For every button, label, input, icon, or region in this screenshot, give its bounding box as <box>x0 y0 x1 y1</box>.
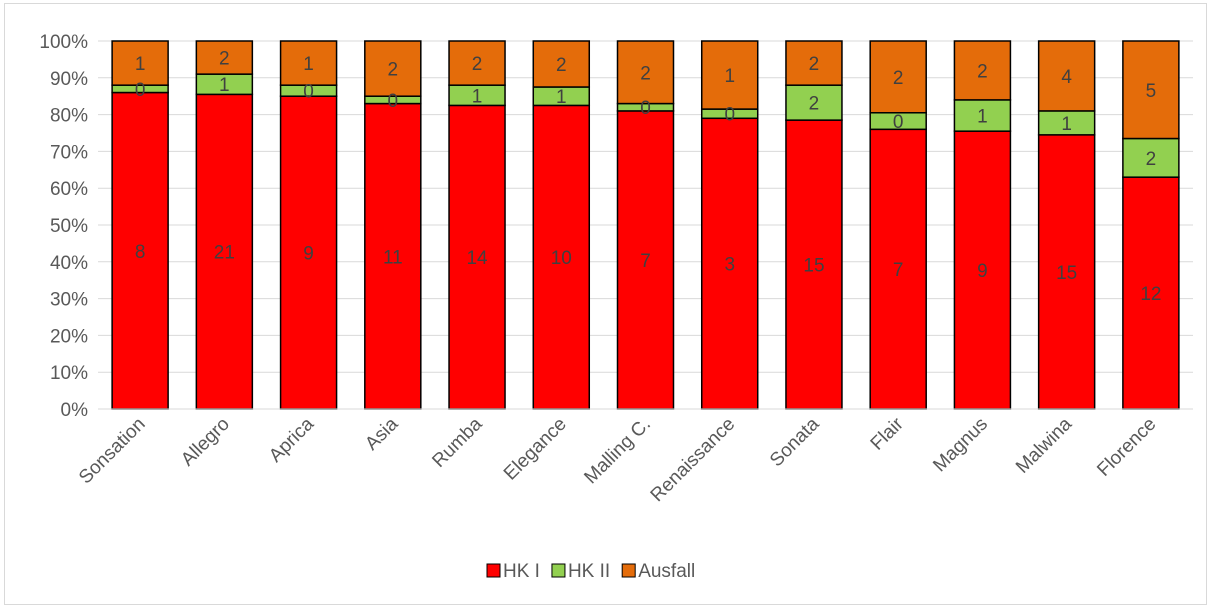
data-label: 1 <box>135 54 146 75</box>
category-label: Sonata <box>766 413 824 471</box>
y-tick-label: 10% <box>50 363 88 384</box>
data-label: 3 <box>724 255 735 276</box>
category-label: Aprica <box>265 413 318 466</box>
data-label: 2 <box>640 63 651 84</box>
category-label: Allegro <box>177 414 234 471</box>
data-label: 12 <box>1140 284 1161 305</box>
bar-segment-ausfall <box>1122 40 1180 140</box>
data-label: 0 <box>303 82 314 103</box>
data-label: 1 <box>303 54 314 75</box>
data-label: 4 <box>1061 67 1072 88</box>
y-tick-label: 90% <box>50 69 88 90</box>
bar-segment-ausfall <box>869 40 927 114</box>
data-label: 1 <box>977 107 988 128</box>
data-label: 0 <box>724 105 735 126</box>
bar-segment-ausfall <box>279 40 338 86</box>
data-label: 9 <box>977 261 988 282</box>
chart-area: 0% 10% 20% 30% 40% 50% 60% 70% 80% 90% 100% 8 0 1 21 1… <box>4 3 1207 605</box>
data-label: 2 <box>893 68 904 89</box>
data-label: 14 <box>466 248 488 269</box>
data-label: 2 <box>219 49 230 70</box>
data-label: 10 <box>551 248 572 269</box>
y-tick-label: 80% <box>50 106 88 127</box>
data-label: 0 <box>388 91 399 112</box>
bar-segment-hk-i <box>279 95 338 410</box>
data-label: 15 <box>803 256 824 277</box>
data-label: 2 <box>977 61 988 82</box>
data-label: 1 <box>472 86 483 107</box>
y-tick-label: 50% <box>50 216 88 237</box>
legend-swatch <box>621 563 636 578</box>
data-label: 2 <box>472 54 483 75</box>
bar-segment-ausfall <box>616 40 675 105</box>
y-tick-label: 30% <box>50 290 88 311</box>
data-label: 1 <box>1061 114 1072 135</box>
y-tick-label: 40% <box>50 253 88 274</box>
data-label: 2 <box>1146 149 1157 170</box>
y-tick-label: 100% <box>39 32 88 53</box>
bar-segment-hk-i <box>953 130 1012 410</box>
legend-label: HK II <box>568 561 610 582</box>
bar-segment-ausfall <box>532 40 591 88</box>
category-labels: Sonsation Allegro Aprica Asia Rumba Elegance M… <box>75 413 1160 506</box>
data-label: 9 <box>303 244 314 265</box>
data-label: 2 <box>556 55 567 76</box>
legend-label: HK I <box>503 561 540 582</box>
data-label: 0 <box>135 80 146 101</box>
bar-segment-ausfall <box>111 40 169 86</box>
bar-segment-hk-i <box>364 102 422 410</box>
bar-segment-ausfall <box>1037 40 1096 112</box>
bar-segment-hk-i <box>1122 176 1180 410</box>
bar-segment-hk-i <box>616 110 675 410</box>
bar-segment-ausfall <box>364 40 422 97</box>
data-label: 11 <box>383 247 403 268</box>
category-label: Renaissance <box>647 414 740 507</box>
category-label: Malling C. <box>580 414 655 489</box>
data-label: 5 <box>1146 81 1157 102</box>
data-label: 0 <box>893 112 904 133</box>
bar-segment-ausfall <box>700 40 759 110</box>
bar-segment-hk-ii <box>1122 137 1180 178</box>
legend-label: Ausfall <box>638 561 695 582</box>
data-label: 15 <box>1056 263 1077 284</box>
category-label: Asia <box>361 413 402 454</box>
data-label: 1 <box>556 87 567 108</box>
category-label: Florence <box>1093 414 1160 481</box>
category-label: Malwina <box>1012 413 1076 477</box>
legend-swatch <box>486 563 501 578</box>
bar-segment-hk-i <box>700 117 759 410</box>
bar-segment-ausfall <box>195 40 254 75</box>
bars <box>111 40 1180 410</box>
data-label: 1 <box>219 75 230 96</box>
category-label: Elegance <box>500 414 571 485</box>
y-tick-label: 70% <box>50 142 88 163</box>
bar-segment-ausfall <box>448 40 506 86</box>
y-tick-label: 0% <box>61 400 89 421</box>
data-label: 2 <box>809 94 820 115</box>
data-labels: 8012112901110214121012702301152270291215… <box>135 49 1162 306</box>
category-label: Magnus <box>929 414 992 477</box>
data-label: 0 <box>640 98 651 119</box>
y-axis-ticks: 0% 10% 20% 30% 40% 50% 60% 70% 80% 90% 100% <box>39 32 88 421</box>
data-label: 8 <box>135 242 146 263</box>
data-label: 1 <box>724 66 735 87</box>
y-tick-label: 20% <box>50 326 88 347</box>
data-label: 2 <box>388 60 399 81</box>
stacked-bar-chart: 0%10%20%30%40%50%60%70%80%90%100% 801211… <box>39 32 1193 582</box>
data-label: 7 <box>893 260 904 281</box>
category-label: Rumba <box>428 413 486 471</box>
legend: HK I HK II Ausfall <box>486 561 695 582</box>
y-tick-label: 60% <box>50 179 88 200</box>
bar-segment-hk-ii <box>785 84 843 121</box>
legend-swatch <box>551 563 566 578</box>
data-label: 21 <box>214 243 235 264</box>
bar-segment-hk-i <box>448 104 506 410</box>
category-label: Sonsation <box>75 414 150 489</box>
data-label: 7 <box>640 251 651 272</box>
bar-segment-ausfall <box>953 40 1012 101</box>
bar-segment-ausfall <box>785 40 843 86</box>
category-label: Flair <box>867 413 908 454</box>
data-label: 2 <box>809 54 820 75</box>
